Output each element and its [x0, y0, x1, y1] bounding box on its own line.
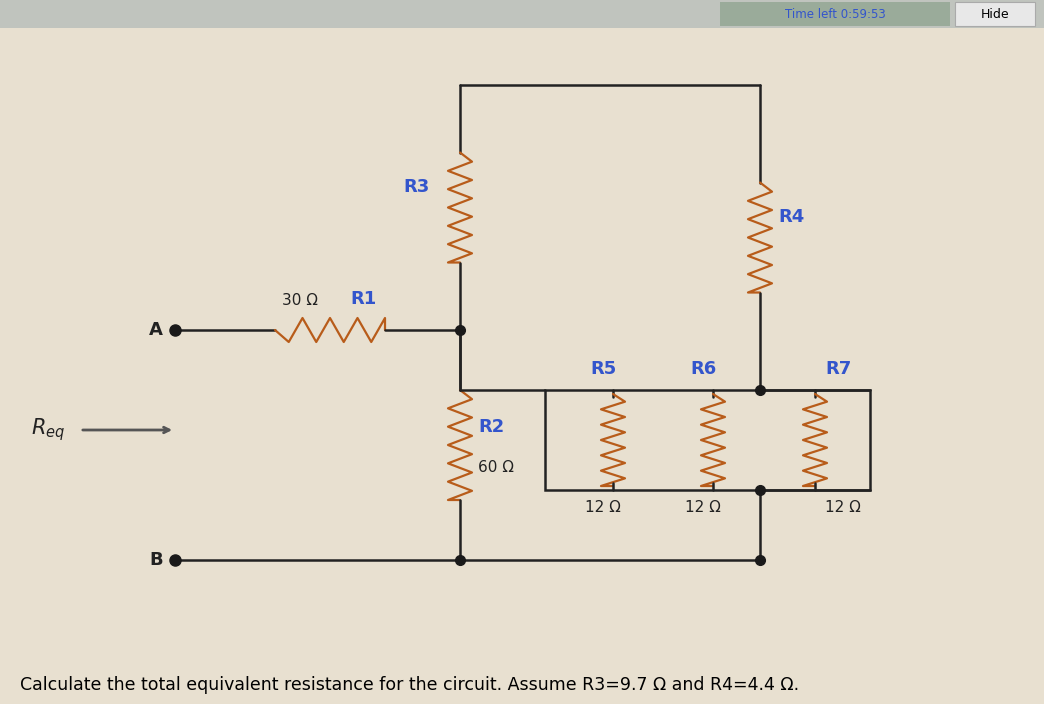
Text: 60 Ω: 60 Ω [478, 460, 514, 474]
Text: R5: R5 [590, 360, 616, 378]
Text: R6: R6 [690, 360, 716, 378]
Text: 30 Ω: 30 Ω [282, 293, 318, 308]
Text: B: B [149, 551, 163, 569]
Text: R3: R3 [404, 179, 430, 196]
Text: Time left 0:59:53: Time left 0:59:53 [785, 8, 885, 20]
Bar [545, 390, 870, 490]
Text: R1: R1 [350, 290, 376, 308]
Text: 12 Ω: 12 Ω [585, 500, 621, 515]
Text: R2: R2 [478, 418, 504, 436]
Text: A: A [149, 321, 163, 339]
Bar [955, 2, 1035, 26]
Text: 12 Ω: 12 Ω [825, 500, 861, 515]
Text: Calculate the total equivalent resistance for the circuit. Assume R3=9.7 Ω and R: Calculate the total equivalent resistanc… [20, 676, 799, 694]
Bar [720, 2, 950, 26]
Text: R7: R7 [825, 360, 851, 378]
Bar [0, 0, 1044, 28]
Text: R4: R4 [778, 208, 804, 227]
Text: 12 Ω: 12 Ω [685, 500, 721, 515]
Text: Hide: Hide [980, 8, 1010, 20]
Text: $R_{eq}$: $R_{eq}$ [30, 417, 65, 444]
